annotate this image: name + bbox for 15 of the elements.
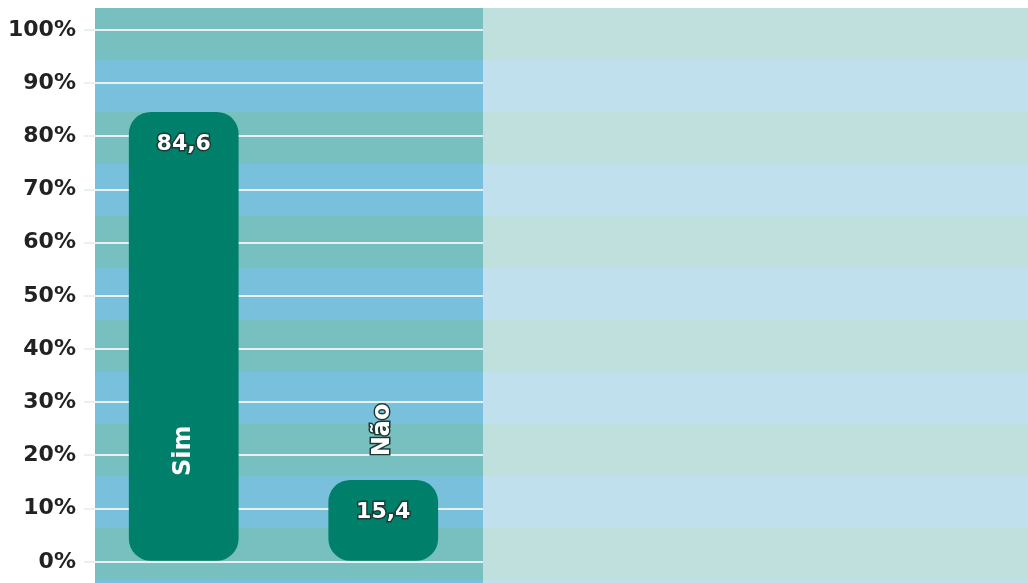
y-tick-label: 90% <box>23 68 76 94</box>
y-tick-label: 40% <box>23 334 76 360</box>
x-tick-label: Não <box>367 403 396 457</box>
y-tick-label: 70% <box>23 175 76 201</box>
y-tick-label: 0% <box>38 547 76 573</box>
y-tick-label: 10% <box>23 494 76 520</box>
y-tick-label: 20% <box>23 441 76 467</box>
data-label: 84,6 <box>156 129 211 155</box>
data-label: 15,4 <box>356 497 411 523</box>
y-tick-label: 100% <box>8 15 76 41</box>
y-tick-label: 60% <box>23 228 76 254</box>
y-tick-label: 50% <box>23 281 76 307</box>
y-tick-label: 80% <box>23 122 76 148</box>
x-tick-label: Sim <box>167 425 196 477</box>
y-tick-label: 30% <box>23 387 76 413</box>
